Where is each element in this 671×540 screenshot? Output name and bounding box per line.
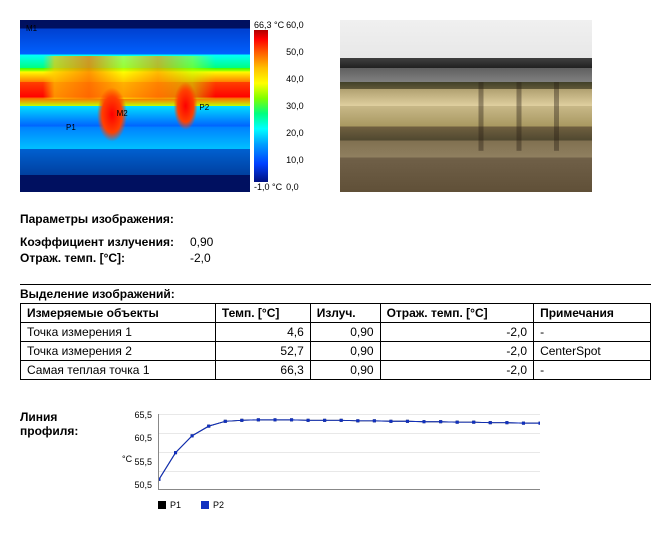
profile-label: Линия профиля: bbox=[20, 410, 100, 510]
color-scale: 66,3 °C -1,0 °C 60,0 50,0 40,0 30,0 20,0… bbox=[254, 20, 310, 192]
photo-overlay bbox=[340, 20, 592, 192]
table-cell: 4,6 bbox=[215, 323, 310, 342]
param-row: Отраж. темп. [°C]: -2,0 bbox=[20, 250, 240, 266]
table-row: Самая теплая точка 166,30,90-2,0- bbox=[21, 361, 651, 380]
legend-item: P1 bbox=[158, 500, 181, 510]
legend-label: P2 bbox=[213, 500, 224, 510]
marker-p2: P2 bbox=[199, 103, 209, 112]
param-row: Коэффициент излучения: 0,90 bbox=[20, 234, 240, 250]
thermal-overlay bbox=[20, 20, 250, 192]
table-cell: Точка измерения 1 bbox=[21, 323, 216, 342]
images-row: M1 M2 P1 P2 66,3 °C -1,0 °C 60,0 50,0 40… bbox=[20, 20, 651, 192]
scale-tick: 60,0 bbox=[286, 20, 304, 30]
table-cell: -2,0 bbox=[380, 342, 533, 361]
scale-tick: 10,0 bbox=[286, 155, 304, 165]
scale-ticks: 60,0 50,0 40,0 30,0 20,0 10,0 0,0 bbox=[286, 20, 304, 192]
col-header: Отраж. темп. [°C] bbox=[380, 304, 533, 323]
table-cell: -2,0 bbox=[380, 323, 533, 342]
chart-svg bbox=[159, 414, 540, 489]
table-cell: - bbox=[534, 361, 651, 380]
reference-photo bbox=[340, 20, 592, 192]
chart-legend: P1 P2 bbox=[158, 500, 224, 510]
param-label: Отраж. темп. [°C]: bbox=[20, 250, 190, 266]
chart-yunit: °C bbox=[122, 454, 132, 464]
table-body: Точка измерения 14,60,90-2,0-Точка измер… bbox=[21, 323, 651, 380]
marker-p1: P1 bbox=[66, 123, 76, 132]
col-header: Излуч. bbox=[310, 304, 380, 323]
col-header: Измеряемые объекты bbox=[21, 304, 216, 323]
marker-m2: M2 bbox=[117, 109, 128, 118]
table-cell: - bbox=[534, 323, 651, 342]
table-row: Точка измерения 14,60,90-2,0- bbox=[21, 323, 651, 342]
profile-section: Линия профиля: 65,5 60,5 55,5 50,5 °C P1… bbox=[20, 410, 651, 510]
param-label: Коэффициент излучения: bbox=[20, 234, 190, 250]
section-divider bbox=[20, 284, 651, 285]
thermal-image: M1 M2 P1 P2 bbox=[20, 20, 250, 192]
table-cell: 66,3 bbox=[215, 361, 310, 380]
thermal-block: M1 M2 P1 P2 66,3 °C -1,0 °C 60,0 50,0 40… bbox=[20, 20, 310, 192]
scale-max: 66,3 °C bbox=[254, 20, 284, 30]
scale-min: -1,0 °C bbox=[254, 182, 284, 192]
table-cell: 52,7 bbox=[215, 342, 310, 361]
col-header: Темп. [°C] bbox=[215, 304, 310, 323]
chart-plot bbox=[158, 414, 540, 490]
table-cell: 0,90 bbox=[310, 323, 380, 342]
table-cell: Самая теплая точка 1 bbox=[21, 361, 216, 380]
col-header: Примечания bbox=[534, 304, 651, 323]
ytick: 50,5 bbox=[120, 480, 156, 490]
scale-tick: 50,0 bbox=[286, 47, 304, 57]
selection-title: Выделение изображений: bbox=[20, 287, 651, 301]
scale-tick: 40,0 bbox=[286, 74, 304, 84]
scale-tick: 20,0 bbox=[286, 128, 304, 138]
legend-swatch bbox=[158, 501, 166, 509]
scale-tick: 30,0 bbox=[286, 101, 304, 111]
params-title: Параметры изображения: bbox=[20, 212, 651, 226]
table-cell: CenterSpot bbox=[534, 342, 651, 361]
param-value: 0,90 bbox=[190, 234, 240, 250]
params-table: Коэффициент излучения: 0,90 Отраж. темп.… bbox=[20, 234, 240, 266]
table-cell: Точка измерения 2 bbox=[21, 342, 216, 361]
legend-label: P1 bbox=[170, 500, 181, 510]
measurement-table: Измеряемые объекты Темп. [°C] Излуч. Отр… bbox=[20, 303, 651, 380]
ytick: 60,5 bbox=[120, 433, 156, 443]
table-cell: 0,90 bbox=[310, 342, 380, 361]
profile-chart: 65,5 60,5 55,5 50,5 °C P1 P2 bbox=[120, 410, 540, 510]
legend-swatch bbox=[201, 501, 209, 509]
scale-tick: 0,0 bbox=[286, 182, 304, 192]
table-cell: -2,0 bbox=[380, 361, 533, 380]
ytick: 65,5 bbox=[120, 410, 156, 420]
chart-yaxis: 65,5 60,5 55,5 50,5 bbox=[120, 410, 156, 490]
param-value: -2,0 bbox=[190, 250, 240, 266]
table-header-row: Измеряемые объекты Темп. [°C] Излуч. Отр… bbox=[21, 304, 651, 323]
legend-item: P2 bbox=[201, 500, 224, 510]
table-cell: 0,90 bbox=[310, 361, 380, 380]
marker-m1: M1 bbox=[26, 24, 37, 33]
table-row: Точка измерения 252,70,90-2,0CenterSpot bbox=[21, 342, 651, 361]
image-parameters: Параметры изображения: Коэффициент излуч… bbox=[20, 212, 651, 266]
scale-bar bbox=[254, 30, 268, 182]
